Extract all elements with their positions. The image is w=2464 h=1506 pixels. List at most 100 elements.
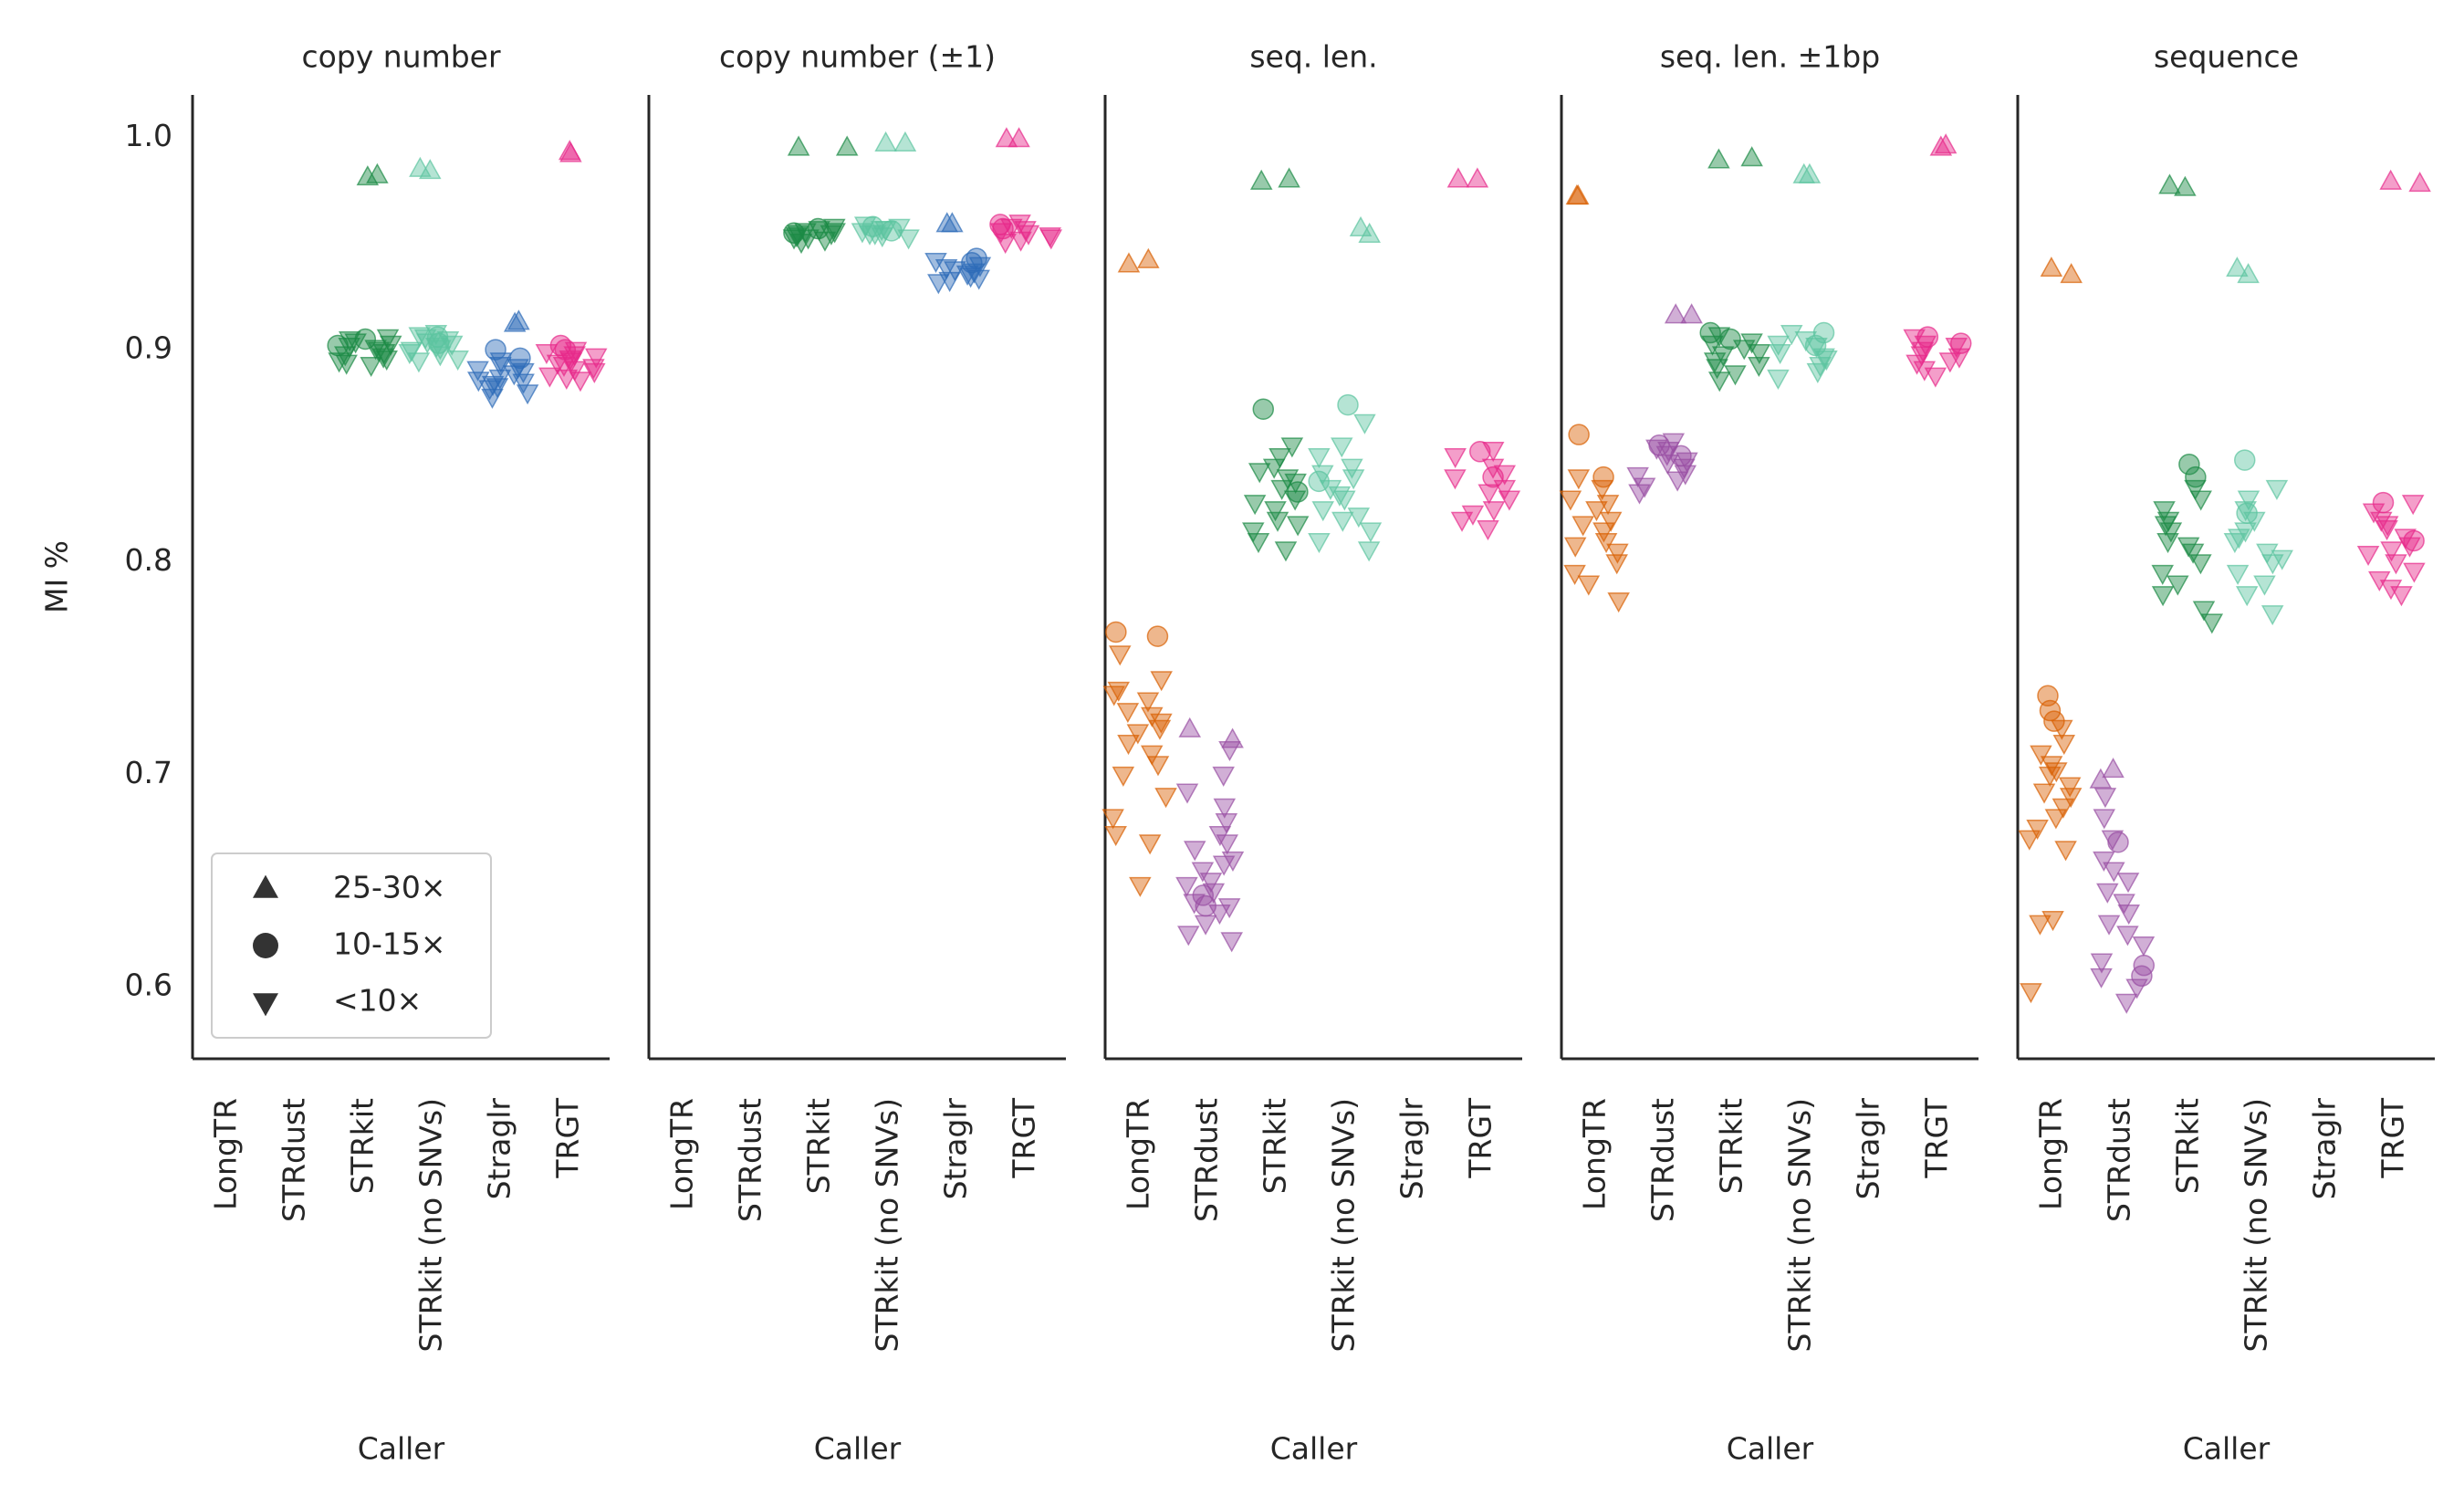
data-point (2380, 541, 2403, 562)
data-point (1607, 592, 1630, 613)
data-point (1815, 350, 1838, 371)
x-tick-label: TRGT (2375, 1097, 2411, 1178)
data-point (356, 165, 380, 186)
data-point (2102, 758, 2125, 779)
data-point (1596, 495, 1620, 516)
data-point (1794, 331, 1818, 352)
data-point (2253, 575, 2276, 596)
data-point (1571, 516, 1594, 537)
data-point (1359, 522, 1383, 543)
data-point (569, 371, 592, 392)
data-point (1748, 356, 1770, 378)
data-point (851, 223, 874, 244)
y-tick-label: 1.0 (125, 118, 172, 153)
data-point (2038, 766, 2062, 787)
data-point (1242, 522, 1265, 543)
data-point (1266, 511, 1289, 532)
data-point (1331, 511, 1354, 532)
data-point (1798, 162, 1822, 183)
data-point (1247, 533, 1270, 554)
data-point (1191, 862, 1215, 883)
data-point (2256, 543, 2279, 564)
data-point (2228, 528, 2250, 549)
data-point (1212, 855, 1236, 876)
data-point (481, 388, 504, 409)
data-point (1104, 825, 1127, 847)
data-point (1656, 454, 1679, 476)
data-point (1929, 135, 1953, 156)
data-point (1934, 133, 1958, 154)
data-point (1108, 645, 1132, 666)
data-point (1568, 424, 1590, 445)
data-point (1477, 484, 1500, 505)
data-point (2237, 490, 2260, 511)
data-point (1217, 898, 1241, 919)
data-point (2235, 586, 2259, 607)
data-point (419, 159, 442, 180)
data-point (1903, 329, 1926, 350)
data-point (1740, 146, 1763, 167)
data-point (1676, 452, 1698, 473)
data-point (1461, 505, 1485, 526)
legend-marker (253, 933, 278, 958)
data-point (1175, 876, 1198, 897)
data-point (1274, 541, 1298, 562)
data-point (559, 141, 582, 162)
data-point (2185, 465, 2207, 488)
data-point (2223, 533, 2247, 554)
x-axis-label: Caller (1727, 1431, 1814, 1467)
x-tick-label: STRdust (2102, 1098, 2137, 1222)
data-point (1477, 520, 1499, 541)
data-point (1703, 352, 1727, 373)
legend-marker (253, 993, 278, 1017)
data-point (2379, 580, 2403, 601)
data-point (1248, 463, 1271, 484)
data-point (2237, 263, 2260, 284)
data-point (2151, 564, 2175, 585)
data-point (2151, 586, 2175, 607)
data-point (1220, 932, 1243, 953)
data-point (375, 350, 398, 371)
data-point (938, 271, 961, 293)
data-point (1806, 362, 1830, 384)
data-point (2234, 501, 2257, 522)
data-point (1252, 398, 1275, 420)
data-point (2113, 894, 2135, 915)
data-point (1249, 169, 1273, 190)
data-point (1450, 511, 1474, 532)
data-point (376, 329, 400, 350)
data-point (1724, 365, 1747, 386)
data-point (1333, 490, 1356, 511)
data-point (2054, 841, 2077, 862)
data-point (1039, 227, 1061, 248)
data-point (2058, 777, 2082, 798)
data-point (1129, 876, 1152, 897)
data-point (1311, 465, 1334, 486)
x-tick-label: TRGT (1919, 1097, 1955, 1178)
data-point (2184, 479, 2207, 500)
x-axis-label: Caller (814, 1431, 902, 1467)
data-point (429, 346, 452, 367)
data-point (1183, 894, 1206, 915)
data-point (2356, 545, 2380, 567)
data-point (1270, 479, 1293, 500)
data-point (1599, 511, 1623, 532)
data-point (2101, 830, 2125, 851)
data-point (2103, 862, 2125, 883)
data-point (409, 156, 432, 177)
data-point (2265, 479, 2289, 500)
x-tick-label: STRkit (no SNVs) (1782, 1098, 1818, 1353)
data-point (2192, 601, 2216, 622)
data-point (1154, 788, 1177, 809)
data-point (2159, 522, 2183, 543)
data-point (1591, 479, 1613, 500)
legend-box (211, 852, 492, 1039)
data-point (2234, 449, 2256, 471)
data-point (863, 225, 887, 246)
x-tick-label: STRkit (no SNVs) (2239, 1098, 2274, 1353)
data-point (2181, 543, 2205, 564)
panel-title: copy number (301, 39, 501, 75)
x-tick-label: LongTR (208, 1098, 244, 1210)
data-point (1337, 393, 1359, 416)
data-point (1175, 783, 1199, 804)
